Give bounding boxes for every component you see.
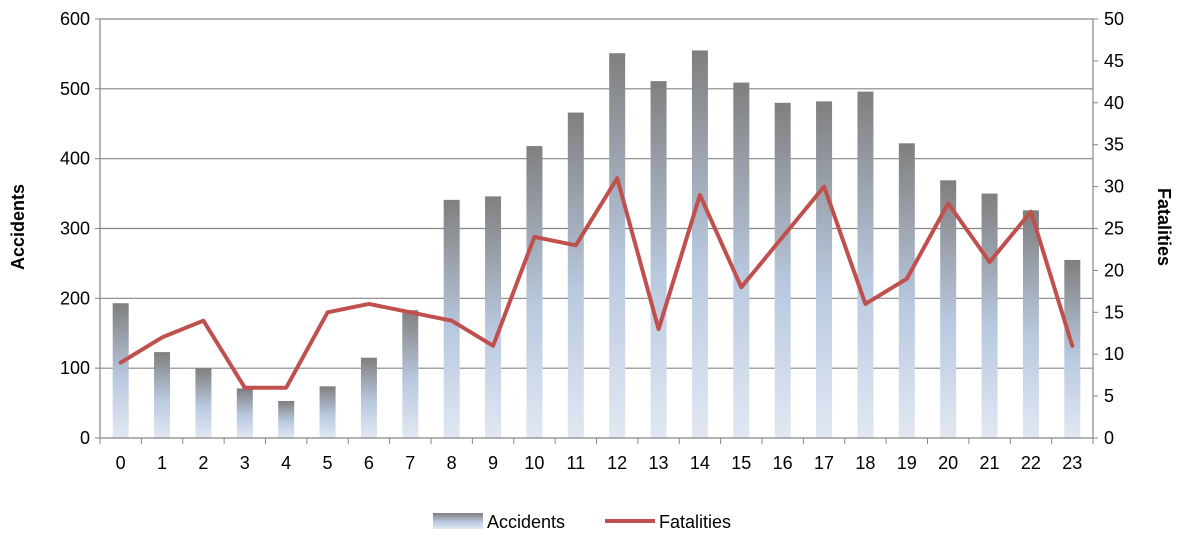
legend-accidents-swatch [433, 513, 483, 529]
y-tick-label: 400 [60, 149, 90, 169]
bar-accidents-4 [278, 400, 295, 438]
x-tick-label: 0 [116, 453, 126, 473]
y-tick-label: 200 [60, 288, 90, 308]
legend: Accidents Fatalities [433, 512, 731, 532]
bar-accidents-12 [609, 53, 626, 439]
x-tick-label: 22 [1021, 453, 1041, 473]
bar-accidents-20 [940, 180, 957, 438]
y-tick-label: 0 [80, 428, 90, 448]
x-tick-label: 1 [157, 453, 167, 473]
accidents-bars [112, 50, 1081, 439]
bar-accidents-1 [154, 352, 171, 438]
axes [95, 18, 1098, 444]
fatalities-line-group [118, 176, 1075, 390]
bar-accidents-11 [567, 112, 584, 439]
y-right-tick-label: 35 [1104, 135, 1124, 155]
y-tick-label: 100 [60, 358, 90, 378]
y-axis-right-title: Fatalities [1154, 188, 1174, 266]
x-tick-label: 14 [690, 453, 710, 473]
x-tick-label: 20 [938, 453, 958, 473]
x-tick-label: 2 [198, 453, 208, 473]
x-tick-label: 15 [731, 453, 751, 473]
bar-accidents-3 [236, 388, 253, 438]
x-tick-label: 4 [281, 453, 291, 473]
x-tick-label: 10 [524, 453, 544, 473]
x-tick-label: 12 [607, 453, 627, 473]
bar-accidents-13 [650, 81, 667, 438]
bar-accidents-9 [485, 196, 502, 438]
x-tick-label: 9 [488, 453, 498, 473]
bar-accidents-18 [857, 91, 874, 439]
bar-accidents-23 [1064, 259, 1081, 438]
gridlines [100, 18, 1093, 369]
x-tick-label: 7 [405, 453, 415, 473]
x-tick-label: 6 [364, 453, 374, 473]
bar-accidents-5 [319, 386, 336, 438]
bar-accidents-0 [112, 303, 129, 438]
y-right-tick-label: 45 [1104, 51, 1124, 71]
tick-labels: 0100200300400500600051015202530354045500… [60, 9, 1124, 473]
bar-accidents-10 [526, 146, 543, 438]
x-tick-label: 5 [323, 453, 333, 473]
x-tick-label: 3 [240, 453, 250, 473]
fatalities-line [118, 176, 1075, 390]
legend-accidents-label: Accidents [487, 512, 565, 532]
y-axis-left-title: Accidents [8, 184, 28, 270]
y-right-tick-label: 10 [1104, 344, 1124, 364]
y-right-tick-label: 15 [1104, 302, 1124, 322]
y-tick-label: 300 [60, 219, 90, 239]
legend-fatalities-label: Fatalities [659, 512, 731, 532]
y-tick-label: 500 [60, 79, 90, 99]
bar-accidents-14 [691, 50, 708, 439]
y-right-tick-label: 5 [1104, 386, 1114, 406]
y-right-tick-label: 30 [1104, 177, 1124, 197]
y-right-tick-label: 25 [1104, 219, 1124, 239]
y-right-tick-label: 20 [1104, 260, 1124, 280]
bar-accidents-15 [733, 82, 750, 438]
bar-accidents-6 [360, 357, 377, 438]
x-tick-label: 23 [1062, 453, 1082, 473]
bar-accidents-22 [1022, 210, 1039, 438]
x-tick-label: 18 [855, 453, 875, 473]
y-right-tick-label: 50 [1104, 9, 1124, 29]
x-tick-label: 13 [649, 453, 669, 473]
bar-accidents-19 [898, 143, 915, 438]
y-right-tick-label: 0 [1104, 428, 1114, 448]
bar-accidents-21 [981, 193, 998, 438]
y-right-tick-label: 40 [1104, 93, 1124, 113]
y-tick-label: 600 [60, 9, 90, 29]
x-tick-label: 8 [447, 453, 457, 473]
bar-accidents-7 [402, 310, 419, 438]
x-tick-label: 11 [566, 453, 585, 473]
x-tick-label: 16 [773, 453, 793, 473]
bar-accidents-17 [816, 101, 833, 439]
bar-accidents-2 [195, 368, 212, 438]
x-tick-label: 17 [814, 453, 834, 473]
x-tick-label: 19 [897, 453, 917, 473]
bar-accidents-16 [774, 102, 791, 439]
x-tick-label: 21 [980, 453, 1000, 473]
